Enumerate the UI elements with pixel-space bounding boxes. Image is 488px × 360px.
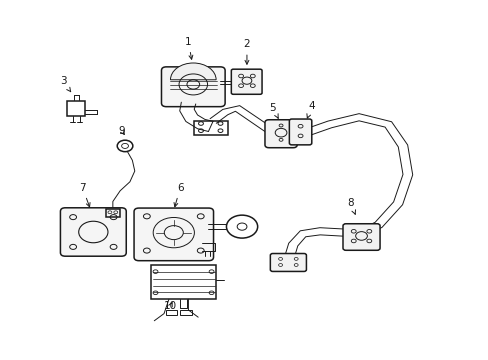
- Text: 10: 10: [163, 301, 177, 311]
- FancyBboxPatch shape: [270, 253, 306, 271]
- FancyBboxPatch shape: [231, 69, 262, 94]
- Text: 8: 8: [347, 198, 355, 214]
- Bar: [165, 310, 177, 315]
- FancyBboxPatch shape: [289, 119, 311, 145]
- Bar: [105, 209, 120, 217]
- Text: 7: 7: [79, 183, 90, 207]
- Wedge shape: [170, 63, 216, 80]
- FancyBboxPatch shape: [134, 208, 213, 261]
- Bar: [150, 265, 216, 299]
- FancyBboxPatch shape: [61, 208, 126, 256]
- Text: 9: 9: [118, 126, 124, 135]
- Text: 2: 2: [243, 40, 250, 64]
- Text: 3: 3: [60, 76, 71, 92]
- FancyBboxPatch shape: [264, 120, 297, 148]
- Text: 4: 4: [306, 102, 314, 118]
- Text: 5: 5: [269, 103, 278, 118]
- FancyBboxPatch shape: [342, 224, 379, 250]
- Bar: [67, 101, 85, 116]
- FancyBboxPatch shape: [161, 67, 224, 107]
- Text: 1: 1: [185, 37, 192, 59]
- Bar: [193, 121, 227, 135]
- Bar: [180, 310, 191, 315]
- Text: 6: 6: [174, 183, 183, 207]
